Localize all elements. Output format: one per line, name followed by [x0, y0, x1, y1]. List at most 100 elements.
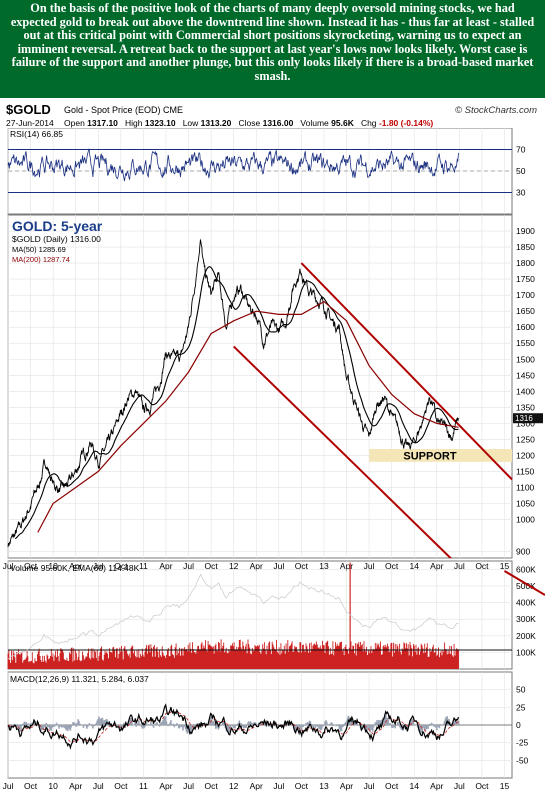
price-y-tick-label: 1050 [516, 499, 535, 509]
price-y-tick-label: 1700 [516, 290, 535, 300]
price-x-tick-label: 15 [500, 561, 510, 571]
vol-y-tick-label: 500K [516, 581, 536, 591]
legend-ma200: MA(200) 1287.74 [12, 255, 70, 264]
price-x-tick-label: Apr [340, 561, 353, 571]
vol-y-tick-label: 400K [516, 598, 536, 608]
macd-signal-line [7, 711, 459, 743]
macd-legend: MACD(12,26,9) 11.321, 5.284, 6.037 [10, 674, 149, 684]
macd-x-tick-label: 12 [229, 781, 239, 791]
macd-x-tick-label: Apr [69, 781, 82, 791]
price-y-tick-label: 1100 [516, 482, 535, 492]
macd-x-tick-label: Apr [430, 781, 443, 791]
price-x-tick-label: Jul [93, 561, 104, 571]
price-y-tick-label: 1850 [516, 242, 535, 252]
price-y-tick-label: 1600 [516, 322, 535, 332]
price-x-tick-label: Oct [475, 561, 489, 571]
quote-date: 27-Jun-2014 [6, 118, 54, 128]
macd-x-tick-label: 13 [319, 781, 329, 791]
price-y-tick-label: 1200 [516, 450, 535, 460]
volume-legend: Volume 95.60K, EMA(60) 114.48K [10, 563, 140, 573]
vol-y-tick-label: 200K [516, 631, 536, 641]
legend-gold-daily: $GOLD (Daily) 1316.00 [12, 234, 101, 244]
price-x-tick-label: Jul [364, 561, 375, 571]
vol-y-tick-label: 600K [516, 564, 536, 574]
ma200-line [37, 300, 459, 533]
price-y-tick-label: 1250 [516, 434, 535, 444]
commentary-text: On the basis of the positive look of the… [0, 0, 545, 98]
price-x-tick-label: 12 [229, 561, 239, 571]
price-x-tick-label: 11 [139, 561, 148, 571]
macd-y-tick-label: -25 [516, 738, 529, 748]
macd-x-tick-label: Jul [93, 781, 104, 791]
chart-header: $GOLD Gold - Spot Price (EOD) CME © Stoc… [0, 100, 545, 130]
price-tag [513, 413, 543, 424]
macd-x-tick-label: Apr [340, 781, 353, 791]
price-x-tick-label: Jul [273, 561, 284, 571]
rsi-legend: RSI(14) 66.85 [10, 129, 63, 139]
price-x-tick-label: Oct [24, 561, 38, 571]
vol-y-tick-label: 300K [516, 614, 536, 624]
price-x-tick-label: 13 [319, 561, 329, 571]
price-x-tick-label: 10 [48, 561, 58, 571]
price-x-tick-label: Jul [3, 561, 14, 571]
vol-y-tick-label: 100K [516, 647, 536, 657]
price-x-tick-label: Apr [430, 561, 443, 571]
macd-line [7, 703, 460, 750]
macd-x-tick-label: 10 [48, 781, 58, 791]
macd-x-tick-label: 11 [139, 781, 148, 791]
panel-frame-vol [7, 560, 513, 670]
price-y-tick-label: 1450 [516, 370, 535, 380]
rsi-y-tick-label: 50 [516, 166, 526, 176]
trendline-overflow [503, 570, 545, 596]
instrument-name: Gold - Spot Price (EOD) CME [64, 105, 184, 115]
price-y-tick-label: 1000 [516, 515, 535, 525]
price-y-tick-label: 1800 [516, 258, 535, 268]
macd-x-tick-label: 14 [409, 781, 419, 791]
price-x-tick-label: Jul [454, 561, 465, 571]
price-x-tick-label: Oct [385, 561, 399, 571]
quote-values: Open 1317.10 High 1323.10 Low 1313.20 Cl… [64, 118, 434, 128]
price-y-tick-label: 1650 [516, 306, 535, 316]
macd-x-tick-label: Oct [114, 781, 128, 791]
support-band [369, 449, 512, 462]
lower-channel-line [232, 345, 452, 558]
macd-x-tick-label: Oct [295, 781, 309, 791]
price-y-tick-label: 1150 [516, 466, 535, 476]
legend-ma50: MA(50) 1285.69 [12, 245, 66, 254]
price-x-tick-label: 14 [409, 561, 419, 571]
price-x-tick-label: Oct [114, 561, 128, 571]
price-y-tick-label: 1500 [516, 354, 535, 364]
macd-y-tick-label: 50 [516, 685, 526, 695]
macd-x-tick-label: Oct [385, 781, 399, 791]
price-x-tick-label: Apr [69, 561, 82, 571]
macd-x-tick-label: Jul [273, 781, 284, 791]
price-y-tick-label: 1750 [516, 274, 535, 284]
rsi-y-tick-label: 70 [516, 145, 526, 155]
macd-x-tick-label: Apr [250, 781, 263, 791]
symbol-label: $GOLD [6, 102, 51, 117]
ma50-line [14, 266, 459, 540]
macd-x-tick-label: Jul [3, 781, 14, 791]
panel-frame-price [7, 214, 513, 559]
volume-price-overlay [7, 573, 459, 660]
price-x-tick-label: Oct [204, 561, 218, 571]
macd-y-tick-label: 0 [516, 720, 521, 730]
price-x-tick-label: Apr [159, 561, 172, 571]
support-annotation: SUPPORT [403, 450, 456, 462]
macd-x-tick-label: Jul [364, 781, 375, 791]
price-y-tick-label: 900 [516, 547, 530, 557]
stockcharts-logo: © StockCharts.com [455, 105, 537, 116]
rsi-line [7, 148, 459, 182]
macd-x-tick-label: Oct [204, 781, 218, 791]
gold-price-line [7, 238, 459, 548]
macd-x-tick-label: Oct [24, 781, 38, 791]
price-x-tick-label: Oct [295, 561, 309, 571]
price-y-tick-label: 1350 [516, 402, 535, 412]
price-tag-value: 1316 [515, 414, 533, 423]
macd-y-tick-label: -50 [516, 755, 529, 765]
rsi-y-tick-label: 30 [516, 188, 526, 198]
macd-x-tick-label: Oct [475, 781, 489, 791]
macd-x-tick-label: 15 [500, 781, 510, 791]
price-x-tick-label: Jul [183, 561, 194, 571]
price-y-tick-label: 1300 [516, 418, 535, 428]
